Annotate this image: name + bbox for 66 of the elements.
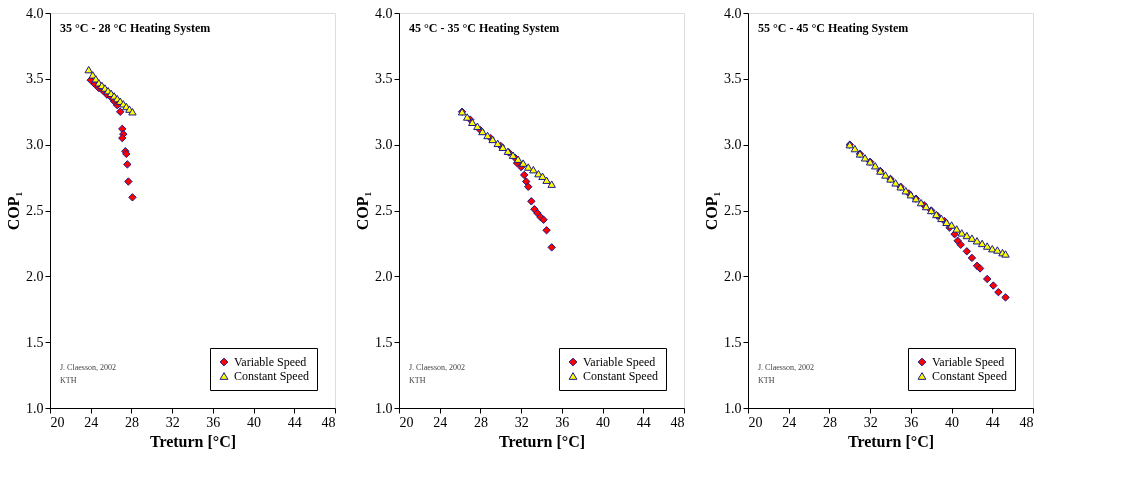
y-tick-label: 1.0: [375, 400, 393, 416]
y-tick-label: 2.5: [26, 203, 44, 218]
x-tick-label: 28: [124, 414, 139, 430]
text: 55 °C - 45 °C Heating System: [758, 21, 909, 35]
x-tick-label: 32: [863, 414, 878, 430]
legend-label: Variable Speed: [932, 355, 1005, 369]
x-tick-label: 44: [985, 414, 1000, 430]
y-tick-label: 2.5: [724, 203, 742, 218]
annotation: KTH: [758, 376, 775, 385]
x-tick-label: 24: [84, 414, 99, 430]
x-axis-title: Treturn [°C]: [498, 432, 586, 450]
annotation: J. Claesson, 2002: [409, 363, 465, 372]
y-axis-title: COP₁: [703, 191, 720, 231]
annotation: KTH: [409, 376, 426, 385]
y-tick-label: 2.5: [375, 203, 393, 218]
y-tick-label: 3.0: [375, 137, 393, 153]
text: 45 °C - 35 °C Heating System: [409, 21, 560, 35]
y-tick-label: 1.5: [26, 334, 44, 350]
y-tick-label: 3.0: [724, 137, 742, 153]
y-tick-label: 4.0: [26, 5, 44, 21]
x-tick-label: 28: [822, 414, 837, 430]
legend-label: Constant Speed: [583, 369, 658, 383]
x-tick-label: 28: [473, 414, 488, 430]
y-tick-label: 2.0: [26, 268, 44, 284]
x-tick-label: 48: [321, 414, 336, 430]
x-tick-label: 20: [50, 414, 65, 430]
y-tick-label: 3.5: [26, 71, 44, 87]
x-tick-label: 40: [596, 414, 611, 430]
y-tick-label: 1.5: [724, 334, 742, 350]
x-tick-label: 44: [287, 414, 302, 430]
legend-label: Variable Speed: [583, 355, 656, 369]
x-tick-label: 32: [514, 414, 529, 430]
x-axis-title: Treturn [°C]: [149, 432, 237, 450]
y-tick-label: 3.5: [375, 71, 393, 87]
y-axis-title: COP₁: [354, 191, 371, 231]
y-tick-label: 2.0: [724, 268, 742, 284]
x-tick-label: 44: [636, 414, 651, 430]
legend-label: Variable Speed: [234, 355, 307, 369]
x-axis-title: Treturn [°C]: [847, 432, 935, 450]
y-axis-title: COP₁: [5, 191, 22, 231]
x-tick-label: 36: [206, 414, 221, 430]
x-tick-label: 48: [670, 414, 685, 430]
annotation: J. Claesson, 2002: [60, 363, 116, 372]
x-tick-label: 24: [782, 414, 797, 430]
x-tick-label: 32: [165, 414, 180, 430]
legend-label: Constant Speed: [932, 369, 1007, 383]
y-tick-label: 1.0: [26, 400, 44, 416]
x-tick-label: 48: [1019, 414, 1034, 430]
x-tick-label: 36: [555, 414, 570, 430]
legend-label: Constant Speed: [234, 369, 309, 383]
y-tick-label: 2.0: [375, 268, 393, 284]
x-tick-label: 40: [945, 414, 960, 430]
annotation: J. Claesson, 2002: [758, 363, 814, 372]
y-tick-label: 3.0: [26, 137, 44, 153]
x-tick-label: 24: [433, 414, 448, 430]
y-tick-label: 4.0: [724, 5, 742, 21]
x-tick-label: 40: [247, 414, 262, 430]
y-tick-label: 1.5: [375, 334, 393, 350]
x-tick-label: 36: [904, 414, 919, 430]
x-tick-label: 20: [399, 414, 414, 430]
y-tick-label: 1.0: [724, 400, 742, 416]
y-tick-label: 4.0: [375, 5, 393, 21]
annotation: KTH: [60, 376, 77, 385]
x-tick-label: 20: [748, 414, 763, 430]
text: 35 °C - 28 °C Heating System: [60, 21, 211, 35]
y-tick-label: 3.5: [724, 71, 742, 87]
